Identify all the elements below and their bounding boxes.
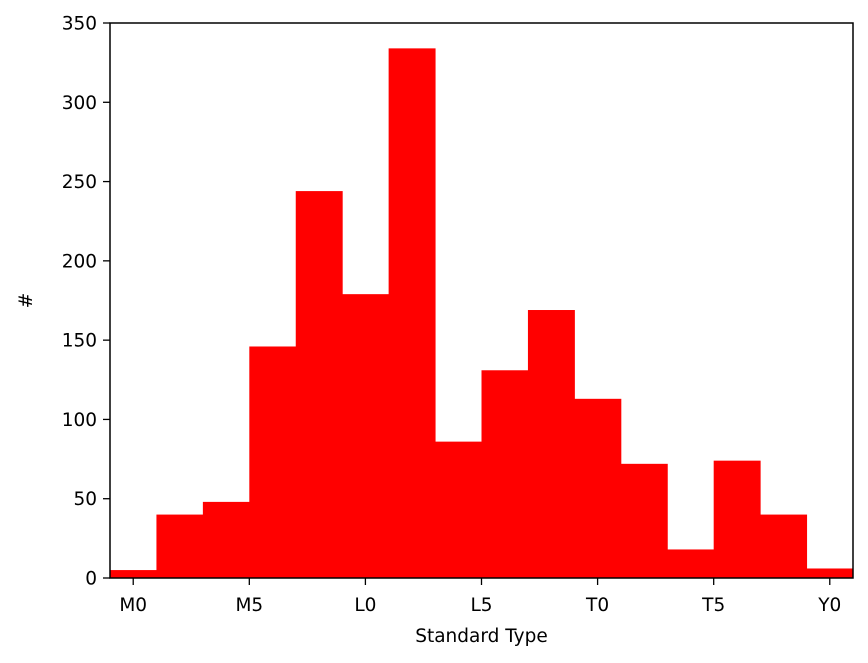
histogram-bar xyxy=(435,441,482,578)
histogram-bar xyxy=(806,568,854,578)
histogram-bar xyxy=(760,514,808,578)
histogram-bar xyxy=(713,460,761,578)
histogram-bar xyxy=(156,514,204,578)
histogram-bar xyxy=(342,294,390,578)
y-tick-label: 200 xyxy=(62,251,97,272)
histogram-bar xyxy=(527,310,575,578)
histogram-bar xyxy=(202,501,250,578)
histogram-bar xyxy=(574,398,622,578)
y-tick-label: 150 xyxy=(62,331,97,352)
y-axis-ticks: 0 50 100 150 200 250 300 350 xyxy=(62,14,110,590)
x-tick-label: T0 xyxy=(585,595,609,616)
y-tick-label: 250 xyxy=(62,172,97,193)
y-axis-label: # xyxy=(16,293,37,309)
y-tick-label: 350 xyxy=(62,14,97,35)
x-tick-label: L5 xyxy=(470,595,492,616)
y-tick-label: 300 xyxy=(62,93,97,114)
histogram-bar xyxy=(620,463,668,578)
x-tick-label: M0 xyxy=(119,595,147,616)
bars xyxy=(110,48,854,579)
x-tick-label: Y0 xyxy=(817,595,841,616)
x-axis-label: Standard Type xyxy=(415,626,548,647)
x-tick-label: M5 xyxy=(235,595,263,616)
histogram-bar xyxy=(667,549,715,578)
histogram-bar xyxy=(295,191,343,579)
y-tick-label: 100 xyxy=(62,410,97,431)
y-tick-label: 50 xyxy=(73,489,97,510)
x-tick-label: L0 xyxy=(354,595,376,616)
histogram-bar xyxy=(481,370,529,578)
x-axis-ticks: M0 M5 L0 L5 T0 T5 Y0 xyxy=(119,578,841,616)
histogram-bar xyxy=(249,346,297,578)
histogram-bar xyxy=(110,570,157,578)
y-tick-label: 0 xyxy=(85,569,97,590)
x-tick-label: T5 xyxy=(701,595,725,616)
histogram-bar xyxy=(388,48,436,578)
